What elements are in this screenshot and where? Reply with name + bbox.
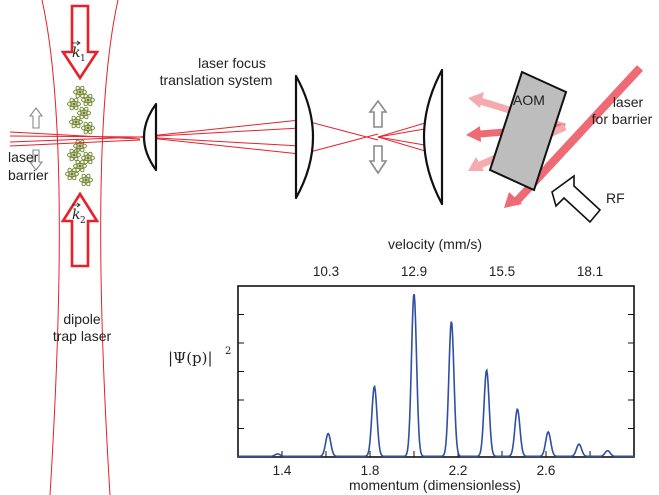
translation-label-line1: laser focus xyxy=(198,55,266,71)
lens-middle xyxy=(294,74,315,200)
bottom-tick-label: 2.2 xyxy=(449,463,468,478)
barrier-label-line2: barrier xyxy=(8,167,49,183)
top-tick-label: 10.3 xyxy=(313,264,339,279)
dipole-trap-beam xyxy=(41,0,119,495)
lens-right xyxy=(423,68,444,206)
bottom-tick-label: 1.4 xyxy=(273,463,292,478)
barrier-motion-arrow-left xyxy=(28,107,44,171)
lens-left xyxy=(143,102,158,172)
top-tick-label: 18.1 xyxy=(577,264,603,279)
rf-arrow xyxy=(551,174,602,224)
plot-frame xyxy=(237,285,635,458)
k2-arrow: k 2 xyxy=(60,191,100,268)
top-tick-label: 15.5 xyxy=(489,264,515,279)
bottom-axis-label: momentum (dimensionless) xyxy=(349,477,521,493)
dipole-label-line1: dipole xyxy=(63,311,101,327)
y-axis-label-exponent: 2 xyxy=(225,346,231,357)
incoming-laser-beam xyxy=(545,65,643,170)
laser-right-label-line2: for barrier xyxy=(592,111,653,127)
laser-right-label-line1: laser xyxy=(613,94,644,110)
k1-arrow: k 1 xyxy=(60,4,100,81)
top-axis-label: velocity (mm/s) xyxy=(388,236,482,252)
momentum-chart: velocity (mm/s) 10.3 12.9 15.5 18.1 1.4 1.8 2… xyxy=(168,236,635,493)
k2-label: k xyxy=(72,207,80,223)
rf-label: RF xyxy=(606,190,625,206)
top-tick-label: 12.9 xyxy=(401,264,427,279)
bottom-tick-label: 1.8 xyxy=(361,463,380,478)
lens-translation-arrow xyxy=(368,99,388,175)
k1-subscript: 1 xyxy=(80,54,86,64)
barrier-label-line1: laser xyxy=(8,149,39,165)
k2-subscript: 2 xyxy=(80,216,86,226)
bottom-tick-label: 2.6 xyxy=(537,463,556,478)
dipole-label-line2: trap laser xyxy=(53,328,112,344)
k1-label: k xyxy=(72,45,80,61)
y-axis-label: |Ψ(p)| xyxy=(168,349,213,367)
translation-label-line2: translation system xyxy=(160,72,273,88)
top-axis-ticks: 10.3 12.9 15.5 18.1 xyxy=(313,264,603,292)
aom-label: AOM xyxy=(513,92,545,108)
momentum-distribution-curve xyxy=(238,293,634,458)
aom-crystal xyxy=(488,70,568,192)
bottom-axis-ticks: 1.4 1.8 2.2 2.6 xyxy=(237,314,635,478)
